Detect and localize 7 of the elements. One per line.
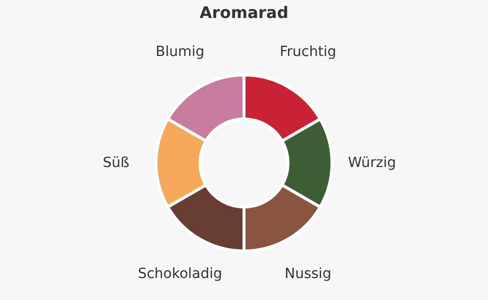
slice-label: Blumig (156, 44, 204, 60)
slice-label: Nussig (284, 266, 332, 282)
slice-label: Würzig (348, 155, 396, 172)
slice-label: Süß (102, 154, 130, 171)
slice-label: Schokoladig (138, 266, 222, 282)
chart-title: Aromarad (200, 3, 288, 22)
slice-label: Fruchtig (280, 44, 336, 60)
